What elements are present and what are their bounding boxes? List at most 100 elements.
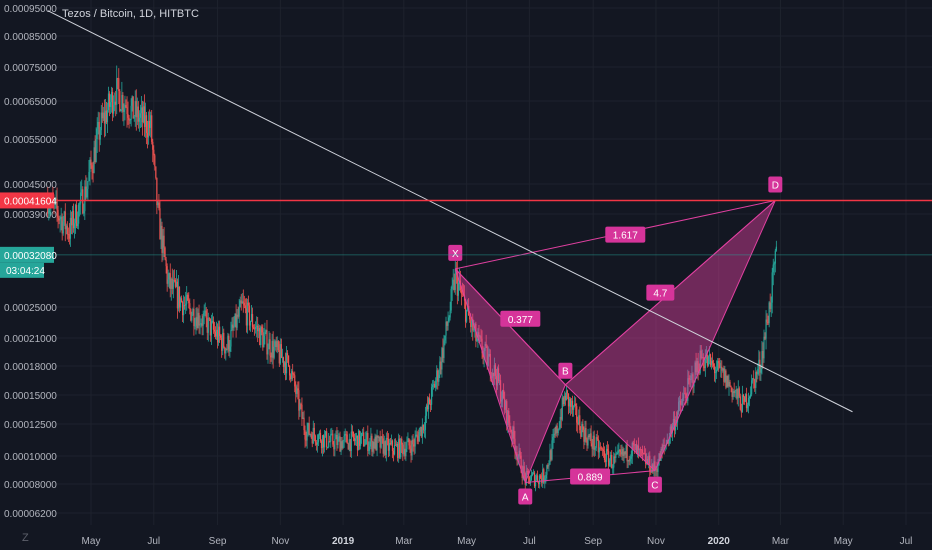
candle-body xyxy=(594,447,596,450)
candle-body xyxy=(75,205,78,227)
candle-body xyxy=(411,439,413,456)
candle-body xyxy=(495,375,498,386)
candle-body xyxy=(445,321,447,336)
candle-body xyxy=(763,336,765,359)
candle-body xyxy=(358,430,361,446)
candle-body xyxy=(343,435,345,441)
candle-body xyxy=(127,113,129,118)
candle-body xyxy=(698,372,700,374)
candle-body xyxy=(708,354,711,357)
candle-body xyxy=(398,438,400,459)
candle-body xyxy=(72,210,75,229)
candle-body xyxy=(448,317,450,322)
candle-body xyxy=(238,307,240,317)
candle-body xyxy=(761,351,763,369)
x-tick-label: 2019 xyxy=(332,536,355,547)
candle-body xyxy=(725,370,727,388)
candles xyxy=(47,65,777,492)
candle-body xyxy=(555,425,557,434)
candle-body xyxy=(362,432,364,434)
candle-body xyxy=(117,78,119,80)
candle-body xyxy=(682,398,684,405)
candle-body xyxy=(299,404,301,411)
candle-body xyxy=(633,444,635,446)
candle-body xyxy=(404,448,406,457)
candle-body xyxy=(632,442,634,445)
candle-body xyxy=(689,379,691,381)
candle-body xyxy=(681,404,683,406)
candle-body xyxy=(537,475,539,482)
candle-body xyxy=(548,464,550,467)
candle-body xyxy=(129,119,131,121)
candle-body xyxy=(91,165,93,172)
y-tick-label: 0.00075000 xyxy=(4,63,57,74)
candle-body xyxy=(382,438,384,454)
candle-body xyxy=(310,434,312,436)
candle-body xyxy=(553,433,555,438)
candle-body xyxy=(772,264,774,273)
candle-body xyxy=(56,198,58,211)
candle-body xyxy=(546,465,548,475)
candle-body xyxy=(133,116,135,119)
pattern-ratio-badge xyxy=(500,310,541,327)
candle-body xyxy=(464,300,467,322)
candle-body xyxy=(769,302,771,309)
pattern-ratio-badge xyxy=(646,284,675,301)
candle-body xyxy=(223,332,225,348)
candle-body xyxy=(409,445,411,449)
candle-body xyxy=(715,372,717,374)
candle-body xyxy=(193,309,195,327)
candle-body xyxy=(618,450,620,451)
candle-body xyxy=(130,105,132,120)
candle-body xyxy=(261,326,263,333)
candle-body xyxy=(165,259,167,267)
candle-body xyxy=(384,441,386,455)
candle-body xyxy=(277,341,279,351)
candle-body xyxy=(118,78,120,92)
countdown-badge xyxy=(0,262,44,278)
candle-body xyxy=(80,192,82,204)
candle-body xyxy=(231,324,233,330)
pattern-point-badge xyxy=(647,476,662,493)
candle-body xyxy=(428,398,431,405)
candle-body xyxy=(278,350,280,364)
candle-body xyxy=(502,390,504,401)
candle-body xyxy=(759,359,761,373)
pattern-ratio-label: 4.7 xyxy=(653,289,667,300)
candle-body xyxy=(354,438,357,441)
candle-body xyxy=(197,312,199,329)
candle-body xyxy=(486,346,488,367)
candle-body xyxy=(280,344,282,358)
timezone-icon[interactable]: Z xyxy=(22,532,29,544)
candle-body xyxy=(575,403,577,407)
candle-body xyxy=(660,449,662,461)
candle-body xyxy=(64,211,66,230)
candle-body xyxy=(355,435,358,439)
candle-body xyxy=(387,438,389,451)
candle-body xyxy=(243,302,245,306)
candle-body xyxy=(432,384,434,388)
candle-body xyxy=(600,447,603,449)
candle-body xyxy=(518,450,520,457)
candle-body xyxy=(407,438,409,443)
candle-body xyxy=(491,372,493,379)
candle-body xyxy=(585,427,587,440)
candle-body xyxy=(230,329,232,347)
candle-body xyxy=(311,435,313,444)
candle-body xyxy=(706,355,708,366)
candle-body xyxy=(775,246,777,251)
x-tick-label: Mar xyxy=(395,536,413,547)
candle-body xyxy=(620,452,622,455)
candle-body xyxy=(273,346,275,358)
candle-body xyxy=(219,326,221,336)
candle-body xyxy=(670,426,672,434)
candle-body xyxy=(160,225,162,240)
y-tick-label: 0.00006200 xyxy=(4,509,57,520)
candle-body xyxy=(367,432,369,451)
y-tick-label: 0.00012500 xyxy=(4,420,57,431)
candle-body xyxy=(183,305,185,316)
candle-body xyxy=(745,394,748,409)
candle-body xyxy=(638,449,641,451)
candle-body xyxy=(661,449,663,451)
